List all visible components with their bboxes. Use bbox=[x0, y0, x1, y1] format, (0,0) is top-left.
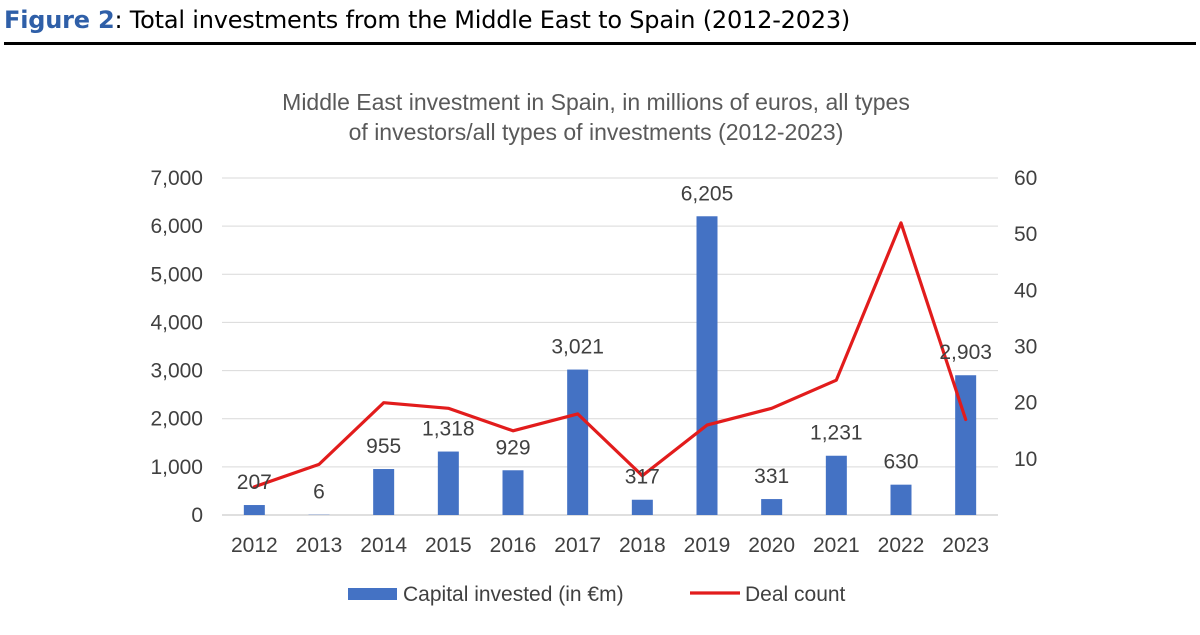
legend-label-capital: Capital invested (in €m) bbox=[403, 583, 624, 606]
y-axis-left: 0 1,000 2,000 3,000 4,000 5,000 6,000 7,000 bbox=[150, 167, 203, 527]
figure-header: Figure 2: Total investments from the Mid… bbox=[4, 2, 1196, 45]
x-tick-label: 2021 bbox=[813, 534, 860, 557]
x-tick-label: 2022 bbox=[878, 534, 925, 557]
x-tick-label: 2017 bbox=[554, 534, 601, 557]
bar-value-label: 929 bbox=[495, 436, 530, 459]
x-tick-label: 2019 bbox=[684, 534, 731, 557]
bar bbox=[631, 499, 653, 515]
y-left-tick-label: 5,000 bbox=[150, 263, 203, 286]
y-right-tick-label: 50 bbox=[1014, 223, 1037, 246]
bar bbox=[955, 375, 977, 515]
bar bbox=[243, 505, 265, 515]
x-tick-label: 2023 bbox=[942, 534, 989, 557]
y-left-tick-label: 7,000 bbox=[150, 167, 203, 190]
y-left-tick-label: 1,000 bbox=[150, 456, 203, 479]
bars bbox=[243, 216, 977, 516]
bar bbox=[437, 451, 459, 515]
bar-value-label: 207 bbox=[237, 471, 272, 494]
legend-label-deal-count: Deal count bbox=[745, 583, 846, 606]
figure-label: Figure 2 bbox=[4, 6, 115, 34]
bar-value-label: 2,903 bbox=[939, 341, 992, 364]
bar bbox=[825, 455, 847, 515]
x-tick-label: 2020 bbox=[748, 534, 795, 557]
y-left-tick-label: 2,000 bbox=[150, 408, 203, 431]
figure-caption: Figure 2: Total investments from the Mid… bbox=[4, 6, 850, 34]
bar bbox=[761, 499, 783, 515]
y-left-tick-label: 0 bbox=[191, 504, 203, 527]
bar bbox=[373, 469, 395, 515]
chart-title-line: Middle East investment in Spain, in mill… bbox=[282, 89, 910, 115]
bar bbox=[696, 216, 718, 516]
x-tick-label: 2018 bbox=[619, 534, 666, 557]
bar-value-label: 3,021 bbox=[551, 336, 604, 359]
bar-value-label: 6 bbox=[313, 481, 325, 504]
chart-title: Middle East investment in Spain, in mill… bbox=[282, 89, 910, 145]
bar bbox=[567, 369, 589, 515]
y-right-tick-label: 30 bbox=[1014, 336, 1037, 359]
deal-count-line bbox=[252, 221, 968, 489]
bar bbox=[502, 470, 524, 515]
x-tick-label: 2014 bbox=[360, 534, 407, 557]
legend-swatch-capital bbox=[348, 588, 397, 600]
bar-value-label: 955 bbox=[366, 435, 401, 458]
chart-title-line: of investors/all types of investments (2… bbox=[349, 119, 844, 145]
bar-value-label: 1,231 bbox=[810, 422, 863, 445]
bar bbox=[890, 484, 912, 515]
y-right-tick-label: 10 bbox=[1014, 448, 1037, 471]
bar-value-label: 1,318 bbox=[422, 418, 475, 441]
deal-count-line-layer bbox=[252, 221, 968, 489]
legend: Capital invested (in €m) Deal count bbox=[348, 583, 846, 606]
y-right-tick-label: 60 bbox=[1014, 167, 1037, 190]
y-left-tick-label: 4,000 bbox=[150, 311, 203, 334]
y-right-tick-label: 40 bbox=[1014, 279, 1037, 302]
x-tick-label: 2013 bbox=[296, 534, 343, 557]
bar-value-label: 317 bbox=[625, 466, 660, 489]
y-left-tick-label: 6,000 bbox=[150, 215, 203, 238]
bar-value-label: 630 bbox=[883, 451, 918, 474]
figure-caption-text: : Total investments from the Middle East… bbox=[114, 6, 851, 34]
x-tick-label: 2015 bbox=[425, 534, 472, 557]
bar-value-label: 6,205 bbox=[681, 182, 734, 205]
figure-rule bbox=[4, 42, 1196, 45]
y-axis-right: 10 20 30 40 50 60 bbox=[1014, 167, 1037, 471]
y-left-tick-label: 3,000 bbox=[150, 360, 203, 383]
x-tick-label: 2012 bbox=[231, 534, 278, 557]
bar-value-label: 331 bbox=[754, 465, 789, 488]
gridlines bbox=[222, 177, 998, 516]
x-axis: 2012 2013 2014 2015 2016 2017 2018 2019 2020 2021… bbox=[231, 534, 989, 557]
data-labels: 207 6 955 1,318 929 3,021 317 6,205 331 1,231 630 2… bbox=[237, 182, 992, 503]
y-right-tick-label: 20 bbox=[1014, 392, 1037, 415]
x-tick-label: 2016 bbox=[490, 534, 537, 557]
